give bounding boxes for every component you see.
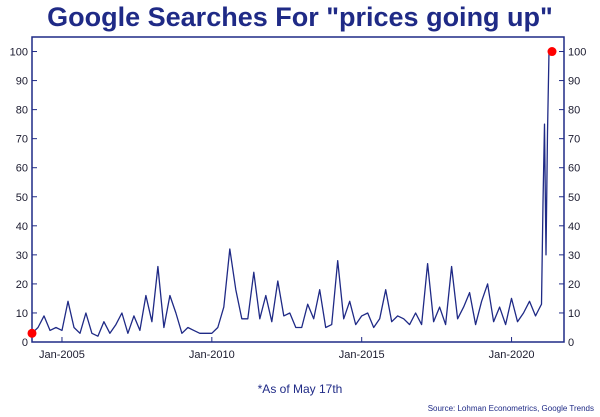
y-tick-label-left: 100 [10,47,28,59]
y-tick-label-right: 20 [568,279,580,291]
y-tick-label-right: 30 [568,250,580,262]
y-tick-label-right: 100 [568,47,586,59]
y-tick-label-left: 10 [16,308,28,320]
x-tick-label: Jan-2020 [489,349,535,361]
chart-source: Source: Lohman Econometrics, Google Tren… [427,404,594,413]
y-tick-label-right: 90 [568,76,580,88]
x-axis: Jan-2005 Jan-2010 Jan-2015 Jan-2020 [39,337,534,361]
y-tick-label-right: 40 [568,221,580,233]
plot-frame [31,36,565,343]
y-tick-label-left: 70 [16,134,28,146]
y-tick-label-left: 50 [16,192,28,204]
y-tick-label-left: 0 [22,337,28,349]
y-tick-label-right: 50 [568,192,580,204]
end-markers [27,47,557,338]
y-tick-label-left: 90 [16,76,28,88]
chart-title: Google Searches For "prices going up" [47,2,553,32]
x-tick-label: Jan-2015 [339,349,385,361]
y-tick-label-left: 20 [16,279,28,291]
end-point-marker [547,47,557,57]
y-tick-label-left: 40 [16,221,28,233]
y-tick-label-left: 60 [16,163,28,175]
series-line [31,50,552,337]
chart-note: *As of May 17th [257,382,343,396]
y-tick-label-right: 60 [568,163,580,175]
y-tick-label-right: 70 [568,134,580,146]
y-axis-right: 0 10 20 30 40 50 60 70 80 90 100 [559,47,586,349]
y-tick-label-right: 10 [568,308,580,320]
y-tick-label-left: 80 [16,105,28,117]
x-tick-label: Jan-2005 [39,349,85,361]
y-tick-label-right: 0 [568,337,574,349]
x-tick-label: Jan-2010 [189,349,235,361]
y-axis-left: 0 10 20 30 40 50 60 70 80 90 100 [10,47,37,349]
y-tick-label-right: 80 [568,105,580,117]
y-tick-label-left: 30 [16,250,28,262]
start-point-marker [27,328,37,338]
